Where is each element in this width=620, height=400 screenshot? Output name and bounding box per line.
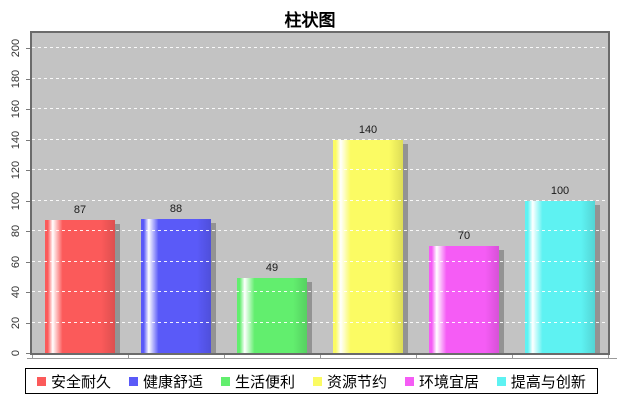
gridline <box>32 199 608 201</box>
bar <box>525 200 595 353</box>
gridline <box>32 108 608 110</box>
legend-swatch <box>128 376 138 386</box>
bar-slot: 87 <box>32 33 128 353</box>
gridline <box>32 138 608 140</box>
gridline <box>32 230 608 232</box>
bar-slot: 88 <box>128 33 224 353</box>
legend-swatch <box>312 376 322 386</box>
bar-slot: 100 <box>512 33 608 353</box>
y-tick-label: 120 <box>10 160 22 180</box>
bar-value-label: 100 <box>550 184 570 197</box>
bar-slot: 49 <box>224 33 320 353</box>
bar-slot: 70 <box>416 33 512 353</box>
y-tick-label: 140 <box>10 130 22 149</box>
legend-label: 环境宜居 <box>418 373 479 391</box>
legend-label: 提高与创新 <box>510 373 586 391</box>
y-tick-label: 180 <box>10 69 22 88</box>
y-tick-label: 0 <box>10 349 22 357</box>
bar-value-label: 70 <box>457 230 471 243</box>
y-tick-label: 20 <box>10 316 22 329</box>
gridline <box>32 169 608 171</box>
legend-label: 资源节约 <box>326 373 387 391</box>
legend-swatch <box>37 376 46 386</box>
gridline <box>32 260 608 262</box>
y-tick-label: 40 <box>10 285 22 299</box>
bar-value-label: 140 <box>358 123 378 136</box>
bar-value-label: 49 <box>265 262 279 275</box>
gridline <box>32 47 608 49</box>
legend-label: 安全耐久 <box>51 373 112 391</box>
legend-item: 健康舒适 <box>128 371 203 392</box>
legend-label: 健康舒适 <box>142 373 203 391</box>
legend-item: 安全耐久 <box>37 371 111 392</box>
chart-title: 柱状图 <box>284 11 336 30</box>
bar <box>237 278 307 353</box>
bar <box>141 218 211 353</box>
bars-layer: 87 88 49 140 70 100 <box>32 33 608 353</box>
legend-swatch <box>496 376 506 386</box>
plot-area: 87 88 49 140 70 100 <box>30 31 610 355</box>
legend-item: 提高与创新 <box>496 371 586 392</box>
legend-item: 资源节约 <box>312 371 387 392</box>
bar <box>45 220 115 353</box>
gridline <box>32 291 608 293</box>
legend-item: 生活便利 <box>220 371 295 392</box>
gridline <box>32 77 608 79</box>
bar <box>429 246 499 353</box>
bar-slot: 140 <box>320 33 416 353</box>
legend-label: 生活便利 <box>234 373 295 391</box>
y-tick-label: 100 <box>10 191 22 210</box>
y-tick-label: 160 <box>10 100 22 119</box>
gridline <box>32 321 608 323</box>
legend: 安全耐久 健康舒适 生活便利 资源节约 环境宜居 提高与创新 <box>25 368 598 394</box>
legend-swatch <box>220 376 230 386</box>
y-tick-label: 200 <box>10 39 22 58</box>
bar <box>333 139 403 353</box>
bar-value-label: 88 <box>169 202 183 215</box>
legend-item: 环境宜居 <box>404 371 479 392</box>
bar-value-label: 87 <box>73 204 87 217</box>
x-axis-line <box>27 358 617 359</box>
legend-swatch <box>404 376 414 386</box>
y-tick-label: 60 <box>10 255 22 268</box>
y-tick-label: 80 <box>10 224 22 238</box>
